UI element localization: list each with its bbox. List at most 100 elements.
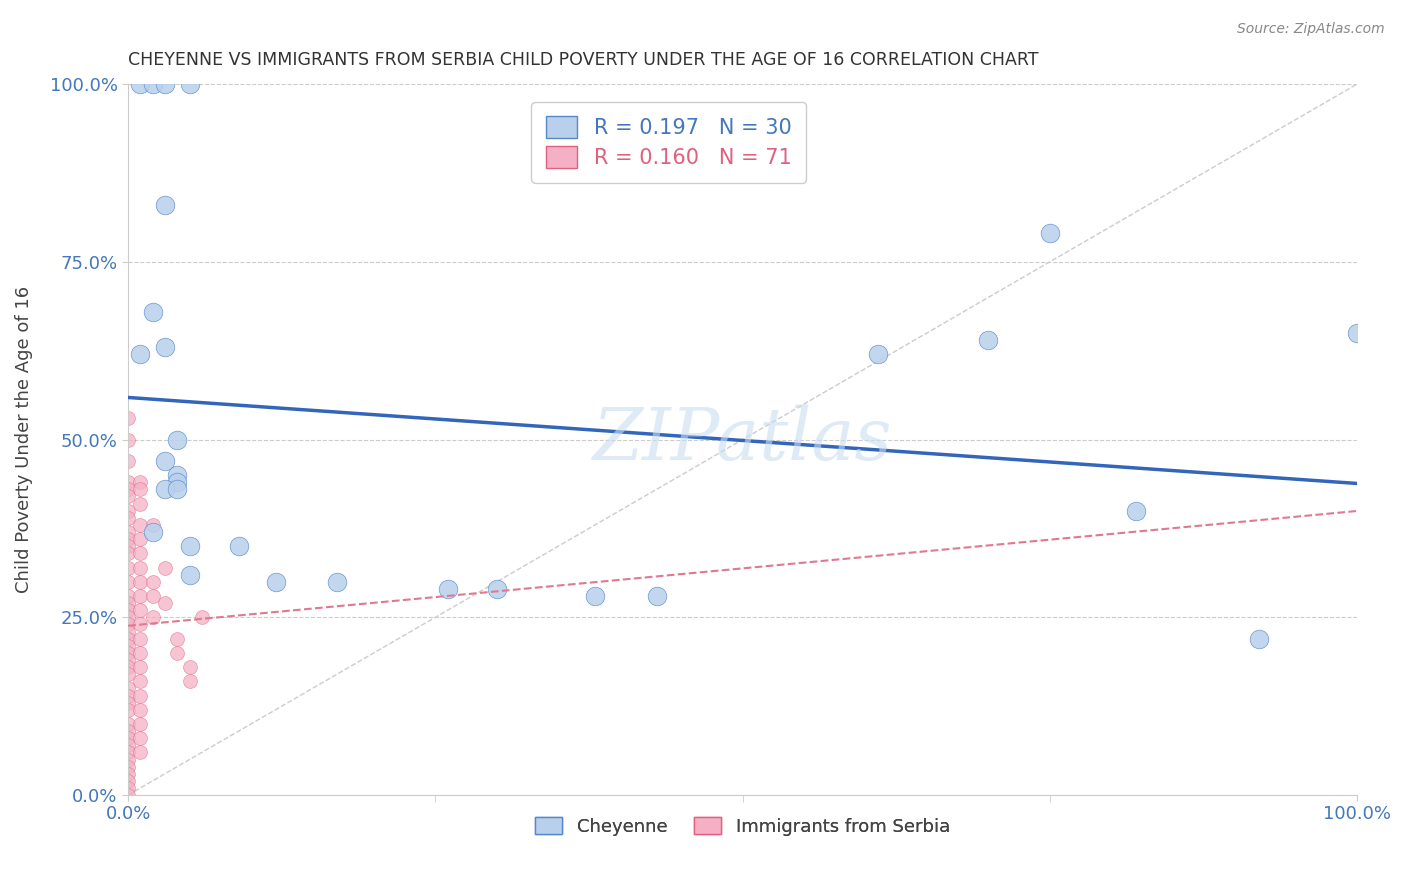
Point (264, 574, 287, 589)
Point (117, 532, 139, 546)
Point (166, 433, 188, 447)
Point (117, 660, 139, 674)
Point (117, 766, 139, 780)
Point (117, 574, 139, 589)
Point (129, 532, 152, 546)
Point (129, 674, 152, 689)
Point (117, 696, 139, 710)
Point (117, 639, 139, 653)
Point (117, 433, 139, 447)
Point (166, 468, 188, 483)
Point (1125, 504, 1147, 518)
Point (179, 539, 201, 553)
Point (129, 560, 152, 574)
Point (117, 596, 139, 610)
Point (129, 347, 152, 361)
Point (117, 653, 139, 667)
Point (153, 454, 176, 468)
Point (129, 632, 152, 646)
Point (326, 574, 349, 589)
Point (583, 589, 606, 603)
Point (117, 560, 139, 574)
Point (645, 589, 668, 603)
Point (142, 574, 165, 589)
Point (153, 340, 176, 354)
Point (129, 731, 152, 746)
Legend: Cheyenne, Immigrants from Serbia: Cheyenne, Immigrants from Serbia (527, 810, 957, 843)
Point (129, 703, 152, 717)
Point (117, 773, 139, 788)
Text: ZIPatlas: ZIPatlas (593, 404, 893, 475)
Point (117, 780, 139, 795)
Point (153, 560, 176, 574)
Point (117, 703, 139, 717)
Point (142, 517, 165, 532)
Point (117, 589, 139, 603)
Point (117, 689, 139, 703)
Point (129, 617, 152, 632)
Point (153, 483, 176, 497)
Point (117, 667, 139, 681)
Point (153, 77, 176, 91)
Point (485, 582, 508, 596)
Point (142, 304, 165, 318)
Point (117, 681, 139, 696)
Point (117, 475, 139, 490)
Point (129, 660, 152, 674)
Point (142, 589, 165, 603)
Point (142, 524, 165, 539)
Point (117, 624, 139, 639)
Point (129, 589, 152, 603)
Point (117, 646, 139, 660)
Point (129, 717, 152, 731)
Point (117, 746, 139, 760)
Point (179, 660, 201, 674)
Point (977, 333, 1000, 347)
Point (129, 546, 152, 560)
Point (117, 724, 139, 739)
Point (129, 483, 152, 497)
Point (117, 603, 139, 617)
Point (129, 475, 152, 490)
Point (166, 483, 188, 497)
Point (1039, 227, 1062, 241)
Point (117, 454, 139, 468)
Point (228, 539, 250, 553)
Point (117, 731, 139, 746)
Point (117, 752, 139, 766)
Point (117, 610, 139, 624)
Point (436, 582, 458, 596)
Point (129, 746, 152, 760)
Point (179, 77, 201, 91)
Point (117, 617, 139, 632)
Point (129, 574, 152, 589)
Point (129, 517, 152, 532)
Point (129, 689, 152, 703)
Point (153, 596, 176, 610)
Text: CHEYENNE VS IMMIGRANTS FROM SERBIA CHILD POVERTY UNDER THE AGE OF 16 CORRELATION: CHEYENNE VS IMMIGRANTS FROM SERBIA CHILD… (128, 51, 1039, 69)
Point (166, 632, 188, 646)
Point (179, 674, 201, 689)
Point (129, 646, 152, 660)
Point (142, 77, 165, 91)
Point (117, 510, 139, 524)
Point (117, 546, 139, 560)
Point (129, 497, 152, 511)
Point (179, 567, 201, 582)
Point (129, 603, 152, 617)
Point (153, 198, 176, 212)
Text: Source: ZipAtlas.com: Source: ZipAtlas.com (1237, 22, 1385, 37)
Point (117, 483, 139, 497)
Point (191, 610, 214, 624)
Point (117, 632, 139, 646)
Point (117, 490, 139, 504)
Point (117, 759, 139, 773)
Point (117, 717, 139, 731)
Point (866, 347, 889, 361)
Point (1346, 326, 1368, 340)
Point (117, 524, 139, 539)
Point (117, 411, 139, 425)
Point (1247, 632, 1270, 646)
Point (166, 646, 188, 660)
Point (117, 739, 139, 753)
